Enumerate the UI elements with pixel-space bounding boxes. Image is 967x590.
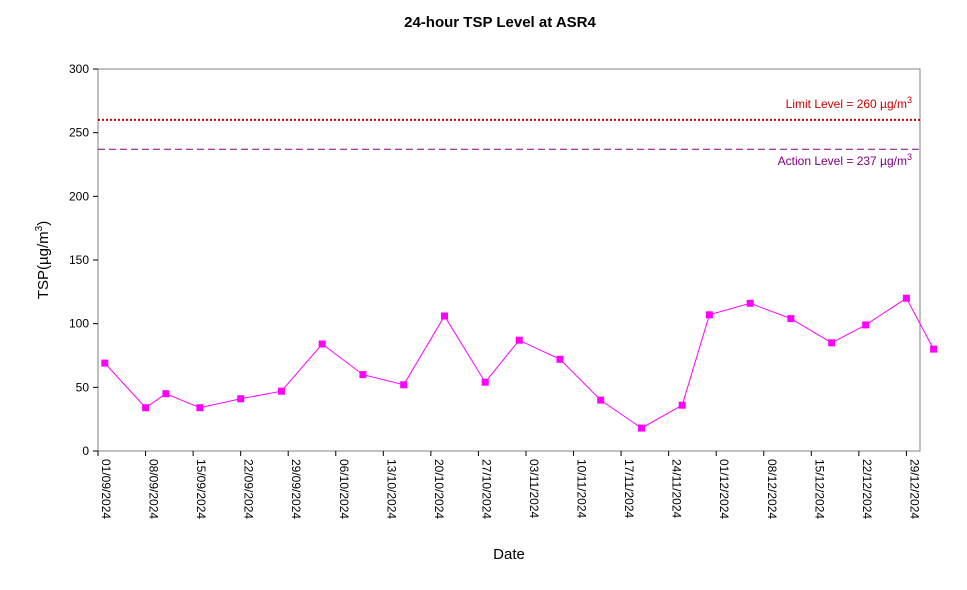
x-tick-label: 08/12/2024 xyxy=(765,459,779,519)
reference-label-mu: µ xyxy=(880,97,887,111)
reference-line-label: Limit Level = 260 µg/m3 xyxy=(786,95,912,111)
y-tick-label: 50 xyxy=(76,380,90,394)
x-axis-label: Date xyxy=(493,546,525,563)
reference-label-sup: 3 xyxy=(907,152,912,162)
x-tick-label: 15/12/2024 xyxy=(812,459,826,519)
plot-area xyxy=(97,68,921,452)
data-point xyxy=(142,404,150,412)
y-axis-label: TSP(µg/m3) xyxy=(34,221,52,299)
data-point xyxy=(162,390,170,398)
y-axis-label-mu: µ xyxy=(35,256,52,265)
data-point xyxy=(515,336,523,344)
reference-label-text: Action Level = 237 xyxy=(778,154,880,168)
x-tick-label: 22/09/2024 xyxy=(242,459,256,519)
reference-label-mu: µ xyxy=(880,154,887,168)
x-tick-label: 03/11/2024 xyxy=(527,459,541,518)
data-point xyxy=(930,345,938,353)
x-tick-label: 15/09/2024 xyxy=(194,459,208,519)
x-tick-label: 08/09/2024 xyxy=(147,459,161,519)
reference-label-unit: g/m xyxy=(887,97,907,111)
x-tick-label: 29/12/2024 xyxy=(907,459,921,519)
data-point xyxy=(441,312,448,320)
x-tick-label: 27/10/2024 xyxy=(479,459,493,519)
data-point xyxy=(902,294,910,302)
reference-label-unit: g/m xyxy=(887,154,907,168)
data-point xyxy=(597,396,605,404)
y-tick-label: 250 xyxy=(69,126,89,140)
data-point xyxy=(101,359,109,367)
x-tick-label: 13/10/2024 xyxy=(384,459,398,519)
data-point xyxy=(318,340,326,348)
data-point xyxy=(359,371,367,379)
data-point xyxy=(481,378,489,386)
chart-title: 24-hour TSP Level at ASR4 xyxy=(404,14,596,31)
data-point xyxy=(196,404,204,412)
series-line xyxy=(104,297,935,429)
x-axis: 01/09/2024 08/09/2024 15/09/2024 22/09/2024… xyxy=(97,451,921,519)
data-point xyxy=(828,339,836,347)
y-tick-label: 100 xyxy=(69,317,89,331)
data-point xyxy=(400,381,408,389)
data-point xyxy=(787,315,795,323)
x-tick-label: 20/10/2024 xyxy=(432,459,446,519)
y-axis: 0 50 100 150 200 250 300 xyxy=(69,62,98,458)
data-point xyxy=(705,311,713,319)
data-point xyxy=(237,395,245,403)
y-tick-label: 150 xyxy=(69,253,89,267)
y-tick-label: 200 xyxy=(69,189,89,203)
data-point xyxy=(556,355,564,363)
data-point xyxy=(277,387,285,395)
x-tick-label: 22/12/2024 xyxy=(860,459,874,519)
y-tick-label: 0 xyxy=(82,444,89,458)
data-point xyxy=(638,424,645,432)
y-axis-label-close: ) xyxy=(35,221,52,226)
reference-line-label: Action Level = 237 µg/m3 xyxy=(778,152,912,168)
x-tick-label: 17/11/2024 xyxy=(622,459,636,518)
y-axis-label-unit: g/m xyxy=(35,231,52,256)
series-group xyxy=(101,294,938,432)
y-tick-label: 300 xyxy=(69,62,89,76)
reference-label-sup: 3 xyxy=(907,95,912,105)
x-tick-label: 01/12/2024 xyxy=(717,459,731,519)
x-tick-label: 29/09/2024 xyxy=(289,459,303,519)
x-tick-label: 06/10/2024 xyxy=(337,459,351,519)
y-axis-label-sup: 3 xyxy=(34,225,45,231)
x-tick-label: 10/11/2024 xyxy=(575,459,589,518)
data-point xyxy=(862,321,870,329)
data-point xyxy=(746,299,754,307)
x-tick-label: 01/09/2024 xyxy=(99,459,113,519)
x-tick-label: 24/11/2024 xyxy=(670,459,684,518)
data-point xyxy=(678,401,686,409)
reference-label-text: Limit Level = 260 xyxy=(786,97,880,111)
y-axis-label-base: TSP( xyxy=(35,265,52,299)
